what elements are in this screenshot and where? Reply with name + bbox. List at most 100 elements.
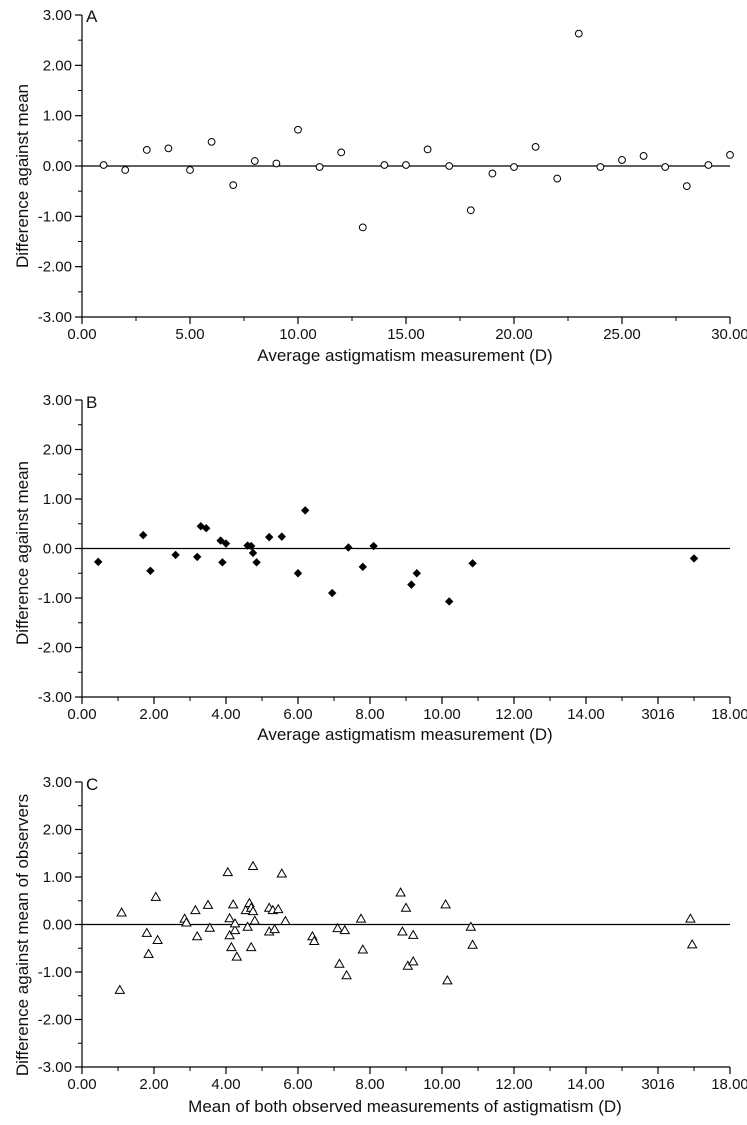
panel-b-x-tick-label: 18.00 bbox=[711, 706, 747, 723]
panel-b-y-tick-label: 2.00 bbox=[43, 442, 72, 459]
panel-b: B Difference against mean Average astigm… bbox=[13, 392, 747, 744]
panel-c-data-point bbox=[440, 899, 451, 909]
panel-c-data-point bbox=[332, 922, 343, 933]
panel-a-data-point bbox=[704, 161, 713, 169]
panel-a-data-point bbox=[726, 151, 734, 159]
panel-c-data-point bbox=[442, 975, 453, 985]
panel-a-data-point bbox=[531, 142, 540, 151]
panel-b-data-point bbox=[252, 558, 261, 567]
panel-c-x-tick-label: 6.00 bbox=[283, 1076, 312, 1093]
panel-b-x-axis-title: Average astigmatism measurement (D) bbox=[257, 725, 552, 744]
panel-c-x-tick-label: 2.00 bbox=[139, 1076, 168, 1093]
panel-c-data-point bbox=[190, 904, 201, 915]
panel-c-data-point bbox=[224, 912, 235, 923]
panel-c-y-axis-title: Difference against mean of observers bbox=[13, 794, 32, 1076]
panel-a-y-tick-label: -3.00 bbox=[38, 309, 72, 326]
panel-a-data-point bbox=[358, 223, 367, 232]
panel-a-data-point bbox=[164, 144, 173, 153]
panel-b-x-tick-label: 8.00 bbox=[355, 706, 384, 723]
panel-b-x-tick-label: 10.00 bbox=[423, 706, 461, 723]
panel-b-data-point bbox=[689, 554, 699, 563]
panel-c-data-point bbox=[242, 921, 253, 931]
panel-a-letter: A bbox=[86, 7, 98, 26]
panel-b-y-tick-label: -1.00 bbox=[38, 590, 72, 607]
panel-c-data-point bbox=[280, 915, 291, 926]
panel-b-x-tick-label: 3016 bbox=[641, 706, 674, 723]
panel-c-y-tick-label: -2.00 bbox=[38, 1012, 72, 1029]
panel-b-y-tick-label: 3.00 bbox=[43, 392, 72, 409]
panel-a-data-point bbox=[618, 156, 626, 164]
panel-c-data-point bbox=[247, 905, 259, 916]
panel-b-data-point bbox=[277, 532, 286, 541]
panel-c-y-tick-label: 1.00 bbox=[43, 869, 72, 886]
panel-b-data-point bbox=[301, 506, 310, 515]
panel-b-x-tick-label: 0.00 bbox=[67, 706, 96, 723]
panel-c-data-point bbox=[249, 915, 261, 925]
panel-a-data-point bbox=[380, 161, 389, 169]
panel-b-data-point bbox=[369, 541, 378, 551]
panel-c-data-point bbox=[150, 891, 162, 901]
panel-c-x-tick-label: 8.00 bbox=[355, 1076, 384, 1093]
panel-b-x-tick-label: 2.00 bbox=[139, 706, 168, 723]
panel-b-y-tick-label: 1.00 bbox=[43, 491, 72, 508]
panel-a-x-tick-label: 25.00 bbox=[603, 326, 641, 343]
panel-c-x-axis-title: Mean of both observed measurements of as… bbox=[188, 1097, 622, 1116]
panel-a-y-axis-title: Difference against mean bbox=[13, 84, 32, 268]
panel-b-data-point bbox=[293, 569, 303, 578]
panel-b-data-point bbox=[196, 522, 205, 531]
panel-c-y-tick-label: 0.00 bbox=[43, 917, 72, 934]
panel-b-data-point bbox=[218, 558, 227, 567]
panel-c-data-point bbox=[339, 924, 351, 935]
panel-c-data-point bbox=[204, 922, 216, 932]
panel-c-x-tick-label: 4.00 bbox=[211, 1076, 240, 1093]
panel-b-data-point bbox=[265, 532, 274, 542]
panel-a-data-point bbox=[682, 182, 691, 191]
panel-a-x-tick-label: 5.00 bbox=[175, 326, 204, 343]
panel-c-x-tick-label: 18.00 bbox=[711, 1076, 747, 1093]
panel-b-data-point bbox=[412, 569, 421, 578]
panel-b-x-tick-label: 14.00 bbox=[567, 706, 605, 723]
panel-a-y-tick-label: 2.00 bbox=[43, 57, 72, 74]
panel-b-data-point bbox=[445, 597, 454, 606]
panel-a: A Difference against mean Average astigm… bbox=[13, 7, 747, 365]
panel-b-data-point bbox=[216, 536, 225, 545]
panel-c-data-point bbox=[181, 917, 192, 927]
panel-b-letter: B bbox=[86, 393, 97, 412]
panel-a-data-point bbox=[99, 161, 108, 169]
panel-c-x-tick-label: 12.00 bbox=[495, 1076, 533, 1093]
panel-a-y-tick-label: 3.00 bbox=[43, 7, 72, 24]
panel-a-x-tick-label: 10.00 bbox=[279, 326, 317, 343]
panel-a-data-point bbox=[186, 166, 194, 174]
panel-c-data-point bbox=[191, 930, 203, 941]
panel-a-data-point bbox=[402, 161, 410, 169]
panel-a-data-point bbox=[574, 29, 583, 38]
panel-c-data-point bbox=[202, 899, 214, 909]
panel-c-data-point bbox=[245, 941, 257, 952]
panel-a-data-point bbox=[294, 125, 302, 134]
panel-a-x-axis-title: Average astigmatism measurement (D) bbox=[257, 346, 552, 365]
panel-b-data-point bbox=[407, 580, 416, 589]
panel-c-data-point bbox=[334, 958, 345, 968]
panel-c-data-point bbox=[231, 951, 243, 961]
panel-c-data-point bbox=[407, 956, 419, 966]
panel-b-data-point bbox=[247, 541, 256, 551]
panel-c-data-point bbox=[308, 935, 320, 945]
panel-a-y-tick-label: -2.00 bbox=[38, 259, 72, 276]
panel-b-data-point bbox=[468, 559, 477, 568]
panel-a-x-tick-label: 0.00 bbox=[67, 326, 96, 343]
panel-a-x-tick-label: 30.00 bbox=[711, 326, 747, 343]
panel-b-y-tick-label: -2.00 bbox=[38, 640, 72, 657]
panel-c-y-tick-label: -1.00 bbox=[38, 964, 72, 981]
panel-a-data-point bbox=[121, 166, 130, 174]
panel-a-data-point bbox=[337, 148, 346, 157]
panel-b-data-point bbox=[328, 588, 337, 598]
panel-b-data-point bbox=[193, 552, 202, 562]
panel-c-data-point bbox=[397, 926, 408, 936]
panel-b-data-point bbox=[94, 557, 103, 567]
panel-c-y-tick-label: 3.00 bbox=[43, 774, 72, 791]
panel-a-data-point bbox=[250, 157, 259, 165]
panel-c-data-point bbox=[222, 866, 234, 877]
panel-c-data-point bbox=[229, 918, 241, 928]
panel-c-data-point bbox=[229, 924, 241, 935]
panel-c-data-point bbox=[152, 934, 163, 945]
